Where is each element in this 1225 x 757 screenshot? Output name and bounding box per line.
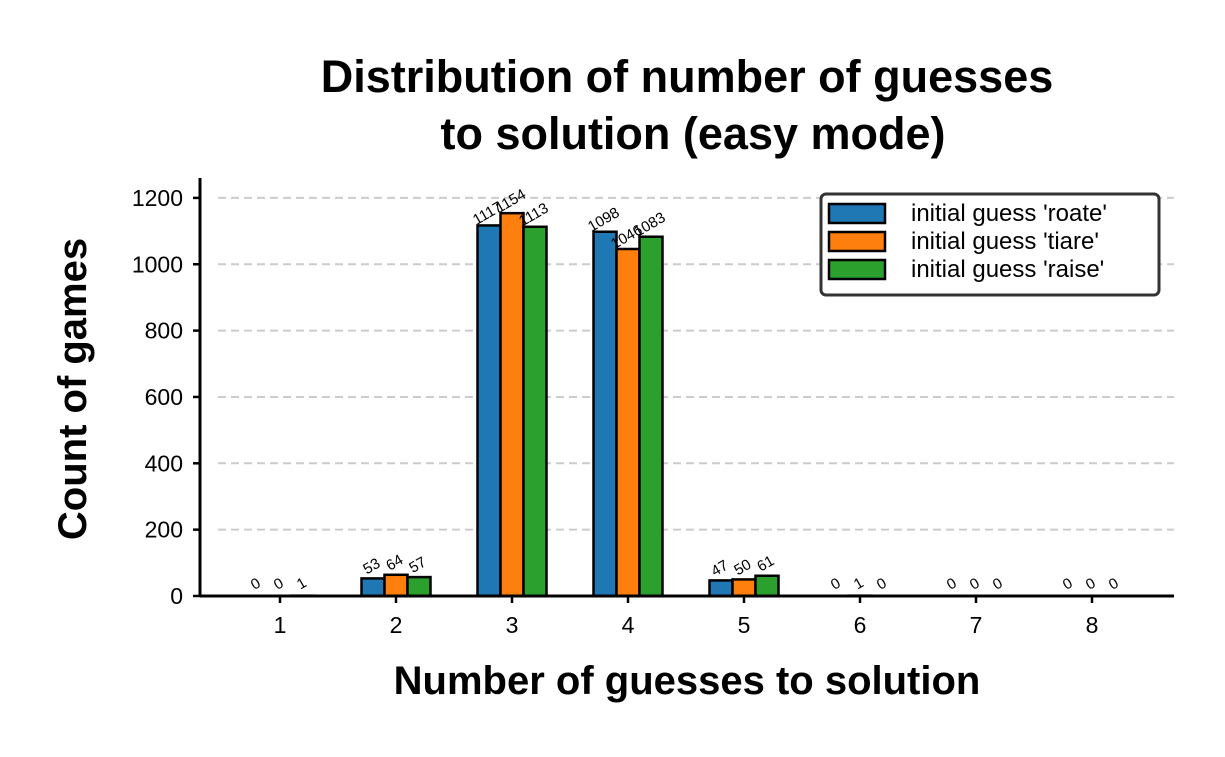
bars (290, 211, 873, 598)
bar-value-label: 0 (874, 575, 890, 594)
bar-value-label: 0 (944, 575, 960, 594)
x-tick-label: 7 (970, 612, 983, 638)
bar (522, 225, 548, 598)
bar-value-label: 0 (1083, 575, 1099, 594)
bar-value-label: 0 (990, 575, 1006, 594)
x-tick-label: 2 (390, 612, 403, 638)
bar-value-label: 0 (967, 575, 983, 594)
bar (383, 573, 409, 598)
bar-value-label: 1 (851, 574, 867, 593)
chart-title-line-1: Distribution of number of guesses (321, 51, 1054, 102)
legend-swatch (827, 230, 887, 253)
x-tick-label: 5 (738, 612, 751, 638)
bar (754, 574, 780, 598)
legend-frame (819, 192, 1161, 297)
chart-title-line-2: to solution (easy mode) (440, 108, 945, 159)
x-tick-label: 6 (854, 612, 867, 638)
legend: initial guess 'roate'initial guess 'tiar… (819, 192, 1161, 297)
bar-value-label: 53 (360, 555, 383, 578)
bar-value-label: 0 (248, 575, 264, 594)
bar-value-label: 57 (406, 554, 429, 577)
x-axis-label: Number of guesses to solution (394, 659, 981, 703)
x-tick-label: 8 (1086, 612, 1099, 638)
bar-value-label: 1 (294, 574, 310, 593)
legend-swatch (827, 202, 887, 225)
y-tick-label: 200 (145, 517, 183, 543)
bar-value-label: 0 (1106, 575, 1122, 594)
bar-value-label: 50 (731, 556, 754, 579)
bar-value-label: 0 (271, 575, 287, 594)
bar (406, 575, 432, 598)
bar (731, 578, 757, 598)
legend-label: initial guess 'roate' (911, 200, 1107, 227)
x-tick-label: 4 (622, 612, 635, 638)
y-tick-label: 0 (170, 583, 183, 609)
bar-value-label: 0 (1060, 575, 1076, 594)
bar (708, 579, 734, 598)
bar-value-label: 47 (708, 557, 731, 580)
x-tick-label: 1 (274, 612, 287, 638)
legend-label: initial guess 'raise' (911, 256, 1104, 283)
y-axis-label: Count of games (51, 238, 95, 540)
bar (360, 577, 386, 598)
legend-swatch (827, 258, 887, 281)
x-tick-label: 3 (506, 612, 519, 638)
bar (615, 247, 641, 598)
bar (476, 224, 502, 598)
axes (198, 178, 1174, 598)
bar (638, 235, 664, 598)
legend-label: initial guess 'tiare' (911, 228, 1099, 255)
bar (499, 211, 525, 598)
y-tick-label: 400 (145, 450, 183, 476)
bar-value-label: 64 (383, 551, 406, 574)
bar (592, 230, 618, 598)
y-tick-label: 600 (145, 384, 183, 410)
y-tick-label: 1000 (132, 251, 183, 277)
y-tick-label: 1200 (132, 185, 183, 211)
bar-value-label: 61 (754, 552, 777, 575)
y-tick-label: 800 (145, 318, 183, 344)
bar-value-label: 0 (828, 575, 844, 594)
